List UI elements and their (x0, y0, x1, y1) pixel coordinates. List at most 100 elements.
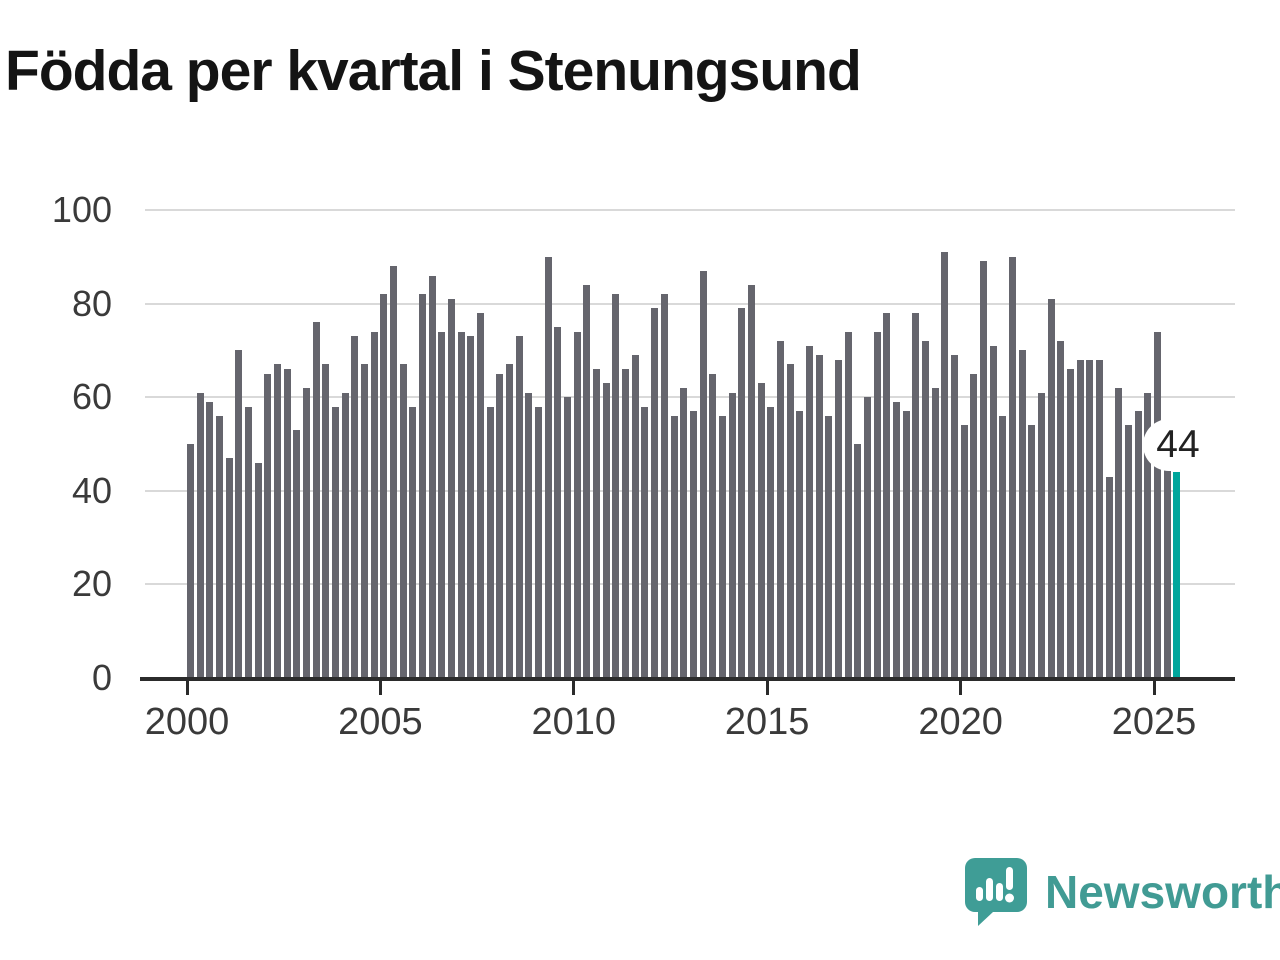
bar (477, 312, 485, 678)
bar (322, 364, 330, 678)
bar (699, 270, 707, 678)
bar (235, 350, 243, 678)
bar (1124, 425, 1132, 678)
x-axis-tick-2010 (572, 681, 576, 695)
bar (225, 458, 233, 678)
bar (515, 336, 523, 678)
bar (747, 284, 755, 678)
bar (680, 387, 688, 678)
bar (467, 336, 475, 678)
bar (767, 406, 775, 678)
bar (409, 406, 417, 678)
bar (941, 252, 949, 678)
y-axis-label-20: 20 (71, 563, 112, 605)
bar (1018, 350, 1026, 678)
bar (564, 397, 572, 678)
bar (873, 331, 881, 678)
bar (776, 341, 784, 678)
bar (351, 336, 359, 678)
bar (622, 369, 630, 678)
x-axis-label-2000: 2000 (144, 701, 230, 743)
bar (593, 369, 601, 678)
y-axis-label-80: 80 (71, 282, 112, 324)
bar (341, 392, 349, 678)
bar (815, 355, 823, 678)
bar (399, 364, 407, 678)
bar (738, 308, 746, 678)
newsworthy-logo: Newsworthy (963, 856, 1280, 928)
bar (419, 294, 427, 678)
bar (457, 331, 465, 678)
bar (1057, 341, 1065, 678)
bar (525, 392, 533, 678)
bar (293, 429, 301, 678)
bar (303, 387, 311, 678)
bar-highlighted-latest (1173, 472, 1181, 678)
bar (960, 425, 968, 678)
y-axis-label-0: 0 (91, 657, 112, 698)
bar (196, 392, 204, 678)
bar (786, 364, 794, 678)
bar (1115, 387, 1123, 678)
bar (361, 364, 369, 678)
bar (631, 355, 639, 678)
bar (583, 284, 591, 678)
x-axis-label-2010: 2010 (531, 701, 617, 743)
bar (1028, 425, 1036, 678)
gridline-y-100 (145, 209, 1235, 211)
bar (979, 261, 987, 678)
bar (921, 341, 929, 678)
bar (1076, 359, 1084, 678)
bar (254, 462, 262, 678)
bar (206, 401, 214, 678)
bar (999, 415, 1007, 678)
bar (554, 327, 562, 678)
bar (1095, 359, 1103, 678)
bar (332, 406, 340, 678)
bar (496, 373, 504, 678)
bar (448, 298, 456, 678)
bar (506, 364, 514, 678)
bar (825, 415, 833, 678)
bar (660, 294, 668, 678)
bar (612, 294, 620, 678)
bar (544, 256, 552, 678)
bar (602, 383, 610, 678)
gridline-y-80 (145, 302, 1235, 305)
bar (216, 415, 223, 678)
x-axis-label-2015: 2015 (724, 701, 810, 743)
bar (796, 411, 804, 678)
bar (651, 308, 659, 678)
x-axis-tick-2000 (185, 681, 189, 695)
newsworthy-logo-icon (965, 858, 1027, 926)
bar (187, 444, 194, 678)
bar (486, 406, 494, 678)
bar (757, 383, 765, 678)
bar (641, 406, 649, 678)
chart-title: Födda per kvartal i Stenungsund (5, 39, 862, 103)
x-axis-tick-2025 (1152, 681, 1156, 695)
bar (989, 345, 997, 678)
bar (670, 415, 678, 678)
bar (438, 331, 446, 678)
bar (370, 331, 378, 678)
bar (709, 373, 717, 678)
x-axis-label-2020: 2020 (918, 701, 1003, 743)
bar (1047, 298, 1055, 678)
x-axis-label-2025: 2025 (1111, 701, 1197, 743)
bar (718, 415, 726, 678)
bar (805, 345, 813, 678)
y-axis-label-100: 100 (51, 189, 112, 230)
bar (902, 411, 910, 678)
bar (689, 411, 697, 678)
x-axis-tick-2005 (378, 681, 382, 695)
bar (970, 373, 978, 678)
bar (274, 364, 282, 678)
bar (844, 331, 852, 678)
bar (245, 406, 253, 678)
bar (573, 331, 581, 678)
bar (1134, 411, 1142, 678)
bar (1037, 392, 1045, 678)
bar (728, 392, 736, 678)
